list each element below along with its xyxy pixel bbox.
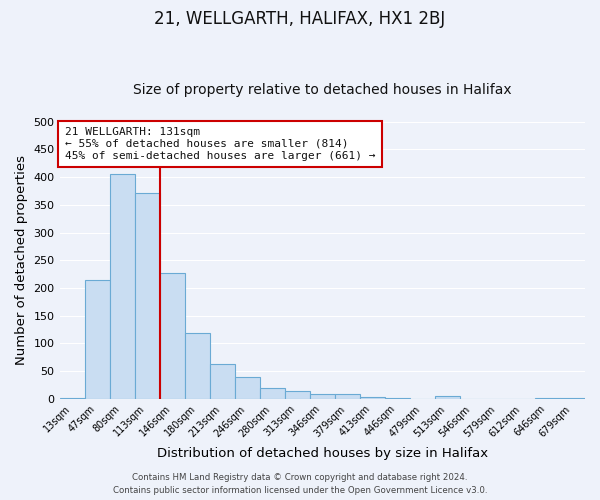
Bar <box>560 398 585 399</box>
X-axis label: Distribution of detached houses by size in Halifax: Distribution of detached houses by size … <box>157 447 488 460</box>
Bar <box>285 391 310 399</box>
Bar <box>535 398 560 399</box>
Bar <box>160 272 185 399</box>
Text: 21 WELLGARTH: 131sqm
← 55% of detached houses are smaller (814)
45% of semi-deta: 21 WELLGARTH: 131sqm ← 55% of detached h… <box>65 128 376 160</box>
Bar <box>235 376 260 399</box>
Text: 21, WELLGARTH, HALIFAX, HX1 2BJ: 21, WELLGARTH, HALIFAX, HX1 2BJ <box>154 10 446 28</box>
Bar <box>110 174 134 399</box>
Bar <box>85 280 110 399</box>
Bar <box>385 398 410 399</box>
Bar <box>59 398 85 399</box>
Bar <box>209 364 235 399</box>
Bar <box>134 192 160 399</box>
Text: Contains HM Land Registry data © Crown copyright and database right 2024.
Contai: Contains HM Land Registry data © Crown c… <box>113 474 487 495</box>
Bar <box>335 394 360 399</box>
Bar <box>435 396 460 399</box>
Bar <box>185 333 209 399</box>
Bar <box>360 397 385 399</box>
Title: Size of property relative to detached houses in Halifax: Size of property relative to detached ho… <box>133 83 512 97</box>
Bar <box>310 394 335 399</box>
Bar <box>260 388 285 399</box>
Y-axis label: Number of detached properties: Number of detached properties <box>15 156 28 366</box>
